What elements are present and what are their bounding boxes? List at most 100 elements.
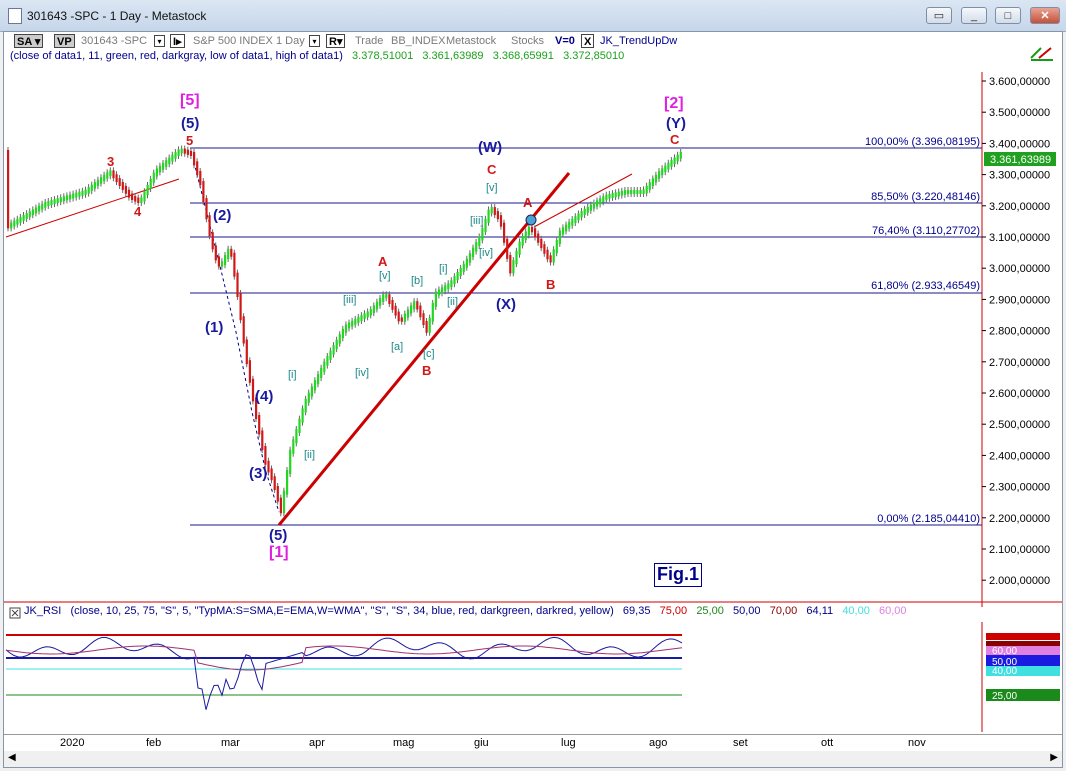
candle — [642, 189, 645, 194]
maximize-button[interactable]: □ — [995, 7, 1021, 24]
scroll-left-icon[interactable]: ◀ — [8, 752, 16, 763]
trend-tool-icon[interactable] — [1030, 47, 1053, 61]
candle — [38, 205, 41, 212]
candle — [348, 322, 351, 329]
candle — [224, 255, 227, 266]
candle — [608, 193, 611, 199]
wave-label-p2: (2) — [213, 207, 231, 224]
candle — [385, 294, 388, 299]
price-axis-label: 3.100,00000 — [989, 232, 1050, 244]
candle — [614, 192, 617, 198]
month-label: feb — [146, 737, 162, 749]
candle — [180, 148, 183, 154]
price-axis: 3.600,00000 3.500,00000 3.400,00000 3.300,0… — [982, 76, 1050, 587]
candle — [279, 497, 282, 514]
fig-label: Fig.1 — [654, 563, 702, 587]
candle — [437, 289, 441, 296]
candle — [137, 197, 140, 204]
indicator-name: JK_TrendUpDw — [600, 35, 678, 47]
candle — [592, 202, 596, 209]
candle — [571, 219, 574, 226]
fib-lines — [190, 147, 982, 526]
svg-text:25,00: 25,00 — [992, 691, 1017, 702]
candle — [431, 302, 434, 322]
candle — [47, 201, 50, 206]
candle — [100, 177, 103, 184]
period-dropdown[interactable]: ▾ — [309, 34, 320, 48]
candle — [103, 174, 106, 182]
indicator-params: (close of data1, 11, green, red, darkgra… — [10, 50, 625, 62]
candle — [152, 172, 155, 183]
candle — [13, 220, 16, 227]
minimize-button[interactable]: _ — [961, 7, 987, 24]
candle — [357, 317, 360, 323]
month-label: giu — [474, 737, 489, 749]
wave-label-uiv: [iv] — [479, 247, 493, 259]
wave-label-rC1: C — [487, 162, 497, 177]
r-button[interactable]: R▾ — [326, 34, 346, 48]
wave-label-rB1: B — [422, 363, 431, 378]
candle — [512, 260, 515, 274]
candle — [69, 194, 72, 200]
candle — [546, 249, 549, 260]
candle — [25, 213, 28, 220]
candle — [131, 193, 134, 200]
horizontal-scrollbar[interactable]: ◀ ▶ — [4, 751, 1062, 767]
candle — [623, 190, 627, 195]
window-title: 301643 -SPC - 1 Day - Metastock — [27, 9, 207, 23]
candle — [410, 305, 413, 314]
candle — [292, 439, 295, 454]
rsi-params: JK_RSI (close, 10, 25, 75, "S", 5, "TypM… — [24, 605, 907, 617]
price-axis-label: 2.900,00000 — [989, 294, 1050, 306]
instrument-label: S&P 500 INDEX — [193, 35, 273, 47]
candle — [289, 449, 292, 474]
candle — [236, 272, 239, 297]
candle — [450, 280, 453, 288]
marker-circle — [525, 214, 537, 226]
remove-indicator-button[interactable]: X — [581, 34, 595, 48]
candle — [481, 228, 484, 241]
month-label: set — [733, 737, 748, 749]
sa-button[interactable]: SA ▾ — [14, 34, 44, 48]
bbindex-label: BB_INDEX — [391, 35, 446, 47]
candle — [227, 248, 230, 259]
candle — [602, 196, 605, 203]
candle — [65, 195, 69, 201]
price-axis-label: 3.200,00000 — [989, 201, 1050, 213]
current-price-label: 3.361,63989 — [990, 154, 1051, 166]
symbol-dropdown[interactable]: ▾ — [154, 34, 165, 48]
candle — [127, 189, 131, 198]
price-axis-label: 2.300,00000 — [989, 482, 1050, 494]
wave-label-p5: (5) — [181, 115, 199, 132]
wave-label-pX: (X) — [496, 296, 516, 313]
month-label: apr — [309, 737, 325, 749]
candle — [96, 179, 100, 187]
candle — [81, 190, 84, 196]
scroll-right-icon[interactable]: ▶ — [1050, 752, 1058, 763]
candle — [366, 311, 369, 318]
wave-label-p5b: (5) — [269, 527, 287, 544]
candle — [561, 227, 565, 235]
candle — [239, 293, 242, 321]
candle — [276, 486, 279, 502]
candle — [258, 415, 261, 435]
candle — [530, 226, 534, 233]
candle — [124, 185, 127, 194]
restore-layout-button[interactable]: ▭ — [926, 7, 952, 24]
wave-label-r3: 3 — [107, 154, 114, 169]
price-axis-label: 2.700,00000 — [989, 357, 1050, 369]
candle — [183, 148, 186, 154]
wave-label-pW: (W) — [478, 139, 502, 156]
i-button[interactable]: I▸ — [170, 34, 185, 48]
candle — [56, 198, 59, 204]
candle — [174, 152, 177, 159]
price-axis-label: 3.500,00000 — [989, 107, 1050, 119]
candle — [298, 418, 301, 433]
candle — [193, 151, 196, 166]
candle — [310, 386, 313, 397]
candle — [679, 152, 682, 159]
wave-label-uv: [v] — [486, 182, 498, 194]
candle — [400, 317, 403, 322]
vp-button[interactable]: VP — [54, 34, 75, 48]
close-button[interactable]: ✕ — [1030, 7, 1060, 24]
